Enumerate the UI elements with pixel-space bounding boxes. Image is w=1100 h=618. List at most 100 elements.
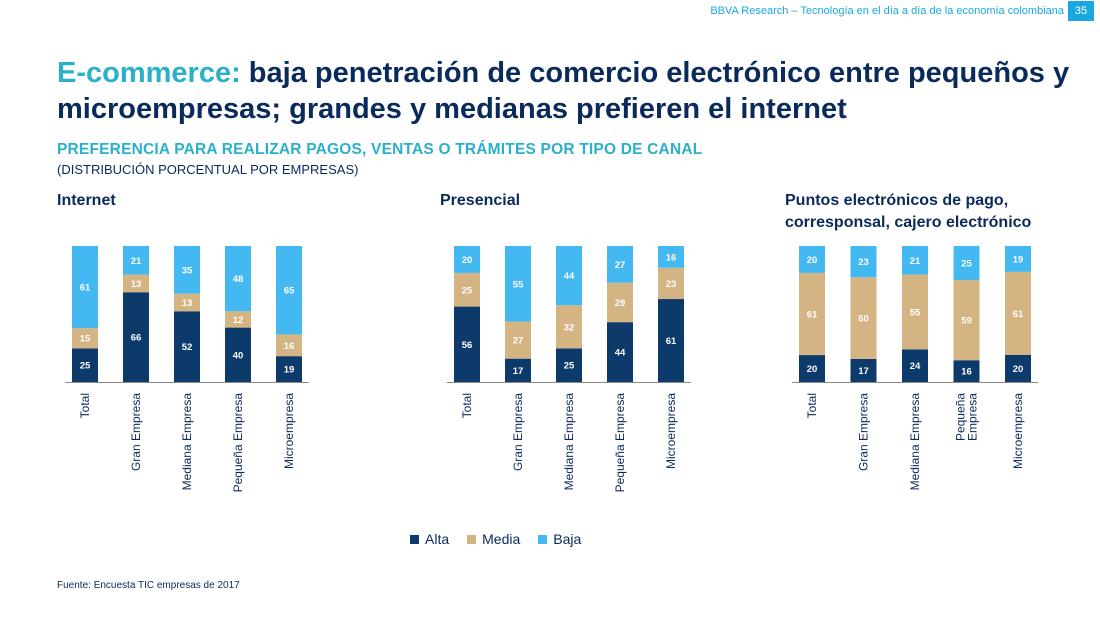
chart-title-puntos-line-2: corresponsal, cajero electrónico: [785, 214, 1032, 231]
category-label: Empresa: [966, 393, 980, 441]
bar-segment-alta: [1005, 354, 1031, 382]
data-label: 44: [615, 348, 626, 359]
category-label: Total: [805, 393, 819, 418]
data-label: 56: [462, 340, 473, 351]
header-text: BBVA Research – Tecnología en el día a d…: [710, 5, 1064, 17]
data-label: 16: [284, 341, 295, 352]
bar-segment-alta: [174, 311, 200, 382]
bar-segment-media: [799, 272, 825, 356]
bar-segment-baja: [953, 246, 980, 280]
category-label: Gran Empresa: [511, 393, 525, 471]
data-label: 21: [910, 256, 921, 267]
data-label: 44: [564, 271, 575, 282]
bar-segment-alta: [505, 358, 531, 382]
category-label: Total: [460, 393, 474, 418]
data-label: 21: [131, 256, 142, 267]
data-label: 27: [513, 336, 524, 347]
data-label: 20: [807, 364, 818, 375]
bar-segment-alta: [123, 292, 149, 382]
bar-segment-media: [225, 311, 251, 328]
source-note: Fuente: Encuesta TIC empresas de 2017: [57, 580, 240, 591]
category-label: Gran Empresa: [129, 393, 143, 471]
data-label: 40: [233, 350, 244, 361]
bar-segment-alta: [72, 348, 98, 382]
bar-segment-media: [658, 267, 684, 300]
data-label: 25: [80, 361, 91, 372]
legend-label-alta: Alta: [425, 531, 450, 547]
chart-subtitle-note: (DISTRIBUCIÓN PORCENTUAL POR EMPRESAS): [57, 162, 359, 177]
data-label: 66: [131, 333, 142, 344]
bar-segment-media: [1005, 271, 1031, 355]
bar-segment-media: [454, 272, 480, 307]
bar-segment-baja: [850, 246, 877, 278]
bar-segment-media: [72, 328, 98, 349]
legend-swatch-baja: [538, 534, 548, 544]
category-label: Mediana Empresa: [908, 393, 922, 491]
category-label: Pequeña Empresa: [231, 393, 245, 493]
category-label: Mediana Empresa: [180, 393, 194, 491]
data-label: 20: [462, 255, 473, 266]
bar-segment-baja: [276, 246, 302, 335]
bar-segment-alta: [953, 360, 980, 382]
bar-segment-baja: [1005, 246, 1031, 272]
bar-segment-media: [607, 282, 633, 323]
data-label: 61: [807, 310, 818, 321]
bar-segment-baja: [902, 246, 928, 275]
bar-segment-baja: [225, 246, 251, 312]
header-bar: BBVA Research – Tecnología en el día a d…: [0, 0, 1100, 22]
legend-swatch-alta: [410, 534, 419, 544]
chart-title-presencial: Presencial: [440, 192, 521, 209]
data-label: 12: [233, 315, 244, 326]
page-number: 35: [1068, 1, 1094, 21]
data-label: 19: [1013, 254, 1024, 265]
data-label: 59: [961, 316, 972, 327]
data-label: 17: [858, 366, 869, 377]
data-label: 55: [910, 307, 921, 318]
data-label: 16: [666, 252, 677, 263]
data-label: 24: [910, 361, 921, 372]
data-label: 61: [1013, 309, 1024, 320]
data-label: 25: [564, 361, 575, 372]
legend-item-media: Media: [467, 531, 520, 547]
data-label: 32: [564, 322, 575, 333]
bar-segment-baja: [454, 246, 480, 273]
category-label: Pequeña: [954, 393, 968, 441]
bar-segment-alta: [556, 348, 582, 382]
category-label: Total: [78, 393, 92, 418]
data-label: 23: [666, 279, 677, 290]
data-label: 60: [858, 314, 869, 325]
data-label: 27: [615, 260, 626, 271]
legend-item-alta: Alta: [410, 531, 449, 547]
bar-segment-alta: [454, 306, 480, 382]
bar-segment-media: [556, 305, 582, 349]
data-label: 52: [182, 342, 193, 353]
data-label: 48: [233, 274, 244, 285]
chart-title-puntos: Puntos electrónicos de pago, corresponsa…: [785, 190, 1031, 234]
title-rest: baja penetración de comercio electrónico…: [57, 57, 1070, 125]
title-accent: E-commerce:: [57, 57, 241, 89]
chart-title-puntos-line-1: Puntos electrónicos de pago,: [785, 192, 1009, 209]
data-label: 20: [1013, 364, 1024, 375]
data-label: 29: [615, 298, 626, 309]
chart-subtitle: PREFERENCIA PARA REALIZAR PAGOS, VENTAS …: [57, 141, 703, 158]
bar-segment-alta: [902, 349, 928, 382]
data-label: 35: [182, 265, 193, 276]
data-label: 20: [807, 255, 818, 266]
data-label: 61: [80, 283, 91, 294]
category-label: Microempresa: [282, 393, 296, 469]
bar-segment-media: [276, 334, 302, 357]
data-label: 23: [858, 257, 869, 268]
category-label: Gran Empresa: [857, 393, 871, 471]
category-label: Mediana Empresa: [562, 393, 576, 491]
bar-segment-media: [902, 274, 928, 350]
data-label: 61: [666, 336, 677, 347]
bar-segment-alta: [799, 355, 825, 382]
legend-swatch-media: [467, 534, 477, 544]
data-label: 25: [961, 259, 972, 270]
bar-segment-media: [850, 277, 877, 359]
data-label: 65: [284, 286, 295, 297]
bar-segment-media: [953, 280, 980, 361]
page-title: E-commerce: baja penetración de comercio…: [57, 55, 1097, 127]
legend-item-baja: Baja: [538, 531, 581, 547]
